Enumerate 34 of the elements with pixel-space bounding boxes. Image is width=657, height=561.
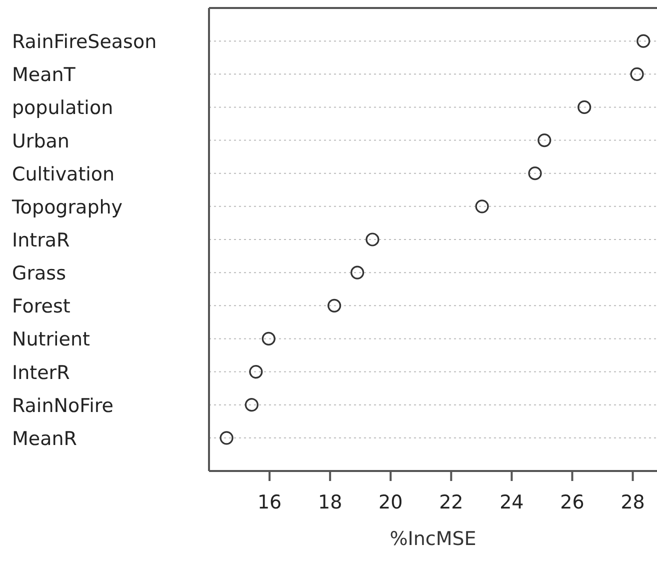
point xyxy=(366,232,380,246)
point xyxy=(262,332,276,346)
y-tick-label: RainFireSeason xyxy=(12,31,157,54)
y-tick-label: Grass xyxy=(12,262,66,285)
point xyxy=(578,100,592,114)
point xyxy=(528,166,542,180)
y-tick-label: MeanR xyxy=(12,428,77,450)
point xyxy=(630,67,644,81)
point xyxy=(538,133,552,148)
y-tick-label: Topography xyxy=(11,196,123,218)
x-tick-label: 22 xyxy=(439,491,464,514)
y-tick-label: Nutrient xyxy=(12,328,90,351)
x-tick-label: 16 xyxy=(257,491,282,514)
x-tick-label: 28 xyxy=(620,491,645,514)
point xyxy=(636,34,650,48)
y-tick-label: RainNoFire xyxy=(12,394,114,417)
y-tick-label: InterR xyxy=(12,362,70,384)
x-tick-label: 20 xyxy=(378,491,403,514)
y-tick-label: Urban xyxy=(12,130,70,152)
point xyxy=(244,398,258,412)
y-tick-label: Cultivation xyxy=(12,163,115,186)
point xyxy=(220,431,234,445)
x-tick-label: 18 xyxy=(318,491,342,514)
x-tick-label: 24 xyxy=(500,491,524,514)
y-tick-label: IntraR xyxy=(12,230,70,252)
y-tick-label: Forest xyxy=(12,296,70,318)
x-tick-label: 26 xyxy=(560,491,584,514)
point xyxy=(475,200,489,214)
y-tick-label: MeanT xyxy=(12,64,76,86)
y-tick-label: population xyxy=(12,97,114,120)
x-axis-title: %IncMSE xyxy=(390,528,476,550)
point xyxy=(350,266,364,280)
point xyxy=(328,298,342,312)
point xyxy=(249,364,263,379)
